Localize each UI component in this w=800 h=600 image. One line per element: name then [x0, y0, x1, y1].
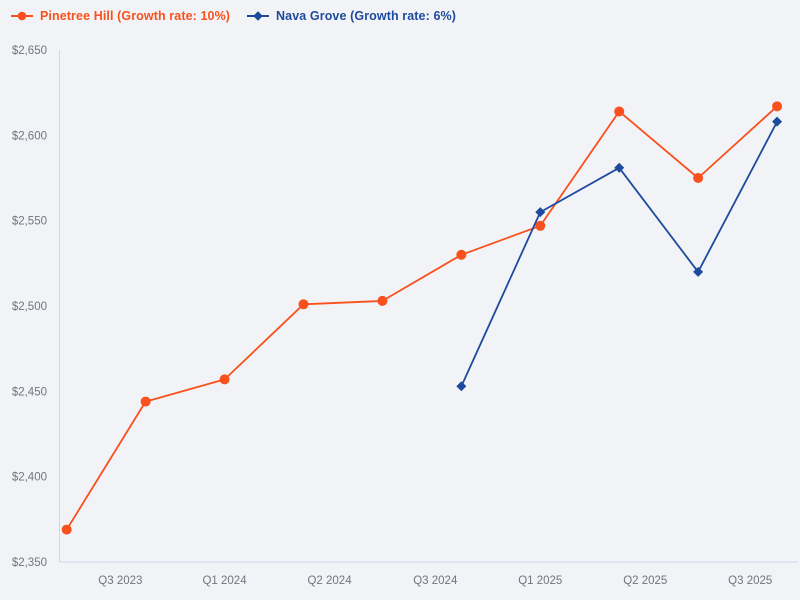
- data-point-pinetree-hill: [219, 374, 230, 385]
- y-axis-tick-label: $2,550: [12, 216, 47, 228]
- y-axis-tick-label: $2,600: [12, 130, 47, 142]
- data-point-nava-grove: [693, 266, 704, 277]
- legend-label-pinetree-hill: Pinetree Hill (Growth rate: 10%): [40, 9, 231, 23]
- x-axis-tick-label: Q1 2025: [518, 575, 562, 587]
- data-point-nava-grove: [772, 116, 783, 127]
- legend-label-nava-grove: Nava Grove (Growth rate: 6%): [276, 9, 456, 23]
- y-axis-tick-label: $2,350: [12, 557, 47, 569]
- series-line-pinetree-hill: [65, 105, 778, 531]
- y-axis-tick-label: $2,500: [12, 301, 47, 313]
- legend-item-pinetree-hill[interactable]: Pinetree Hill (Growth rate: 10%): [10, 9, 230, 23]
- y-axis-tick-label: $2,450: [12, 386, 47, 398]
- y-axis-tick-label: $2,650: [12, 45, 47, 57]
- data-point-pinetree-hill: [298, 299, 309, 310]
- data-point-nava-grove: [614, 162, 625, 173]
- x-axis-tick-label: Q2 2025: [623, 575, 667, 587]
- data-point-pinetree-hill: [377, 295, 388, 306]
- data-point-pinetree-hill: [140, 396, 151, 407]
- data-point-nava-grove: [535, 207, 546, 218]
- legend-marker-circle-icon: [11, 11, 33, 21]
- y-axis-tick-label: $2,400: [12, 472, 47, 484]
- series-line-nava-grove: [460, 121, 778, 387]
- data-point-pinetree-hill: [614, 106, 625, 117]
- x-axis-tick-label: Q3 2024: [413, 575, 458, 587]
- data-point-pinetree-hill: [61, 524, 72, 535]
- x-axis-tick-label: Q3 2025: [728, 575, 772, 587]
- x-axis-tick-label: Q1 2024: [202, 575, 247, 587]
- data-point-nava-grove: [456, 381, 467, 392]
- data-point-pinetree-hill: [772, 101, 783, 112]
- x-axis-tick-label: Q3 2023: [98, 575, 142, 587]
- data-point-pinetree-hill: [693, 173, 704, 183]
- legend-item-nava-grove[interactable]: Nava Grove (Growth rate: 6%): [246, 9, 456, 23]
- x-axis-tick-label: Q2 2024: [307, 575, 352, 587]
- data-point-pinetree-hill: [456, 249, 467, 260]
- legend-marker-diamond-icon: [247, 11, 270, 21]
- chart-legend: Pinetree Hill (Growth rate: 10%) Nava Gr…: [10, 9, 456, 23]
- data-point-pinetree-hill: [535, 220, 546, 231]
